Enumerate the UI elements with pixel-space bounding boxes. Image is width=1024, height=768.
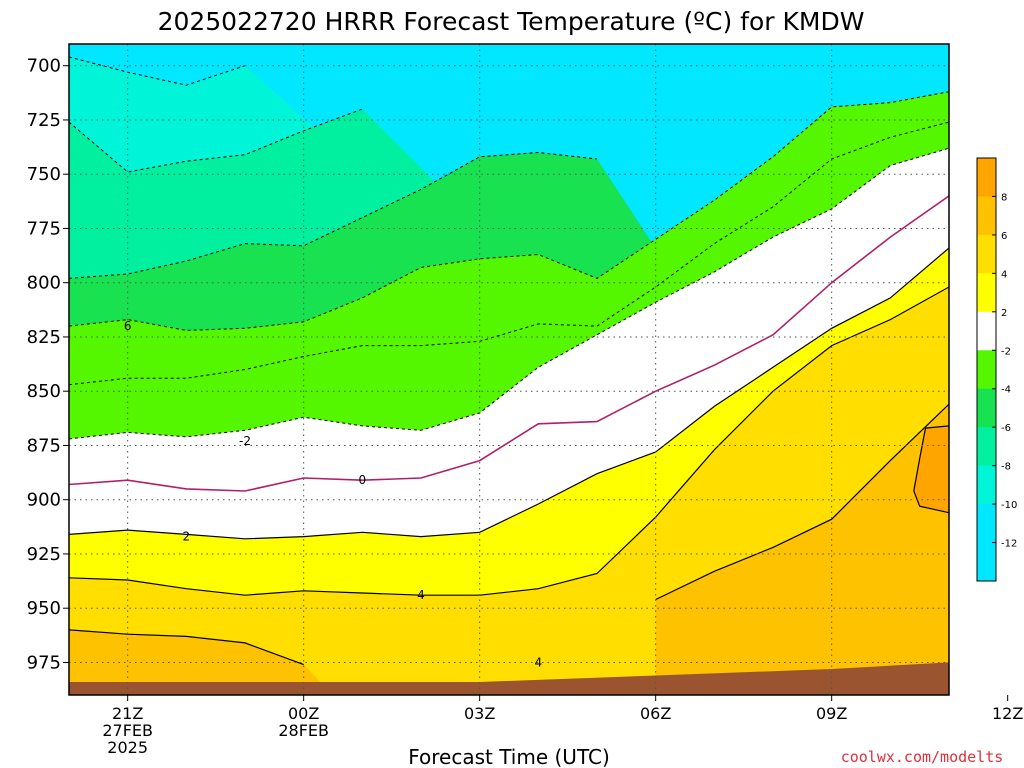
temp-band-8 (913, 425, 949, 513)
contour-label-0: 0 (359, 473, 367, 487)
colorbar-segment (977, 427, 996, 467)
colorbar-label-6: 6 (1001, 231, 1007, 242)
x-tick-label-21Z-2: 2025 (107, 738, 148, 757)
contour-label-4: 4 (535, 655, 543, 669)
isotherm-0 (69, 195, 949, 492)
colorbar-segment (977, 311, 996, 351)
plot-frame (68, 43, 950, 696)
contour-label-6: 6 (124, 319, 132, 333)
y-tick-label-700: 700 (27, 56, 61, 77)
colorbar-label--8: -8 (1001, 462, 1011, 473)
colorbar-label-2: 2 (1001, 308, 1007, 319)
x-tick-label-21Z-1: 27FEB (102, 721, 153, 740)
x-tick-label-12Z: 12Z (992, 704, 1023, 723)
y-tick-label-925: 925 (27, 544, 61, 565)
isotherm--8 (69, 151, 598, 279)
colorbar-frame (976, 157, 997, 582)
isotherm--4 (69, 121, 949, 386)
chart-title: 2025022720 HRRR Forecast Temperature (ºC… (158, 7, 865, 36)
y-tick-label-950: 950 (27, 598, 61, 619)
y-tick-label-975: 975 (27, 652, 61, 673)
x-axis-label: Forecast Time (UTC) (408, 745, 610, 768)
colorbar-label--6: -6 (1001, 423, 1011, 434)
x-tick-label-09Z: 09Z (816, 704, 847, 723)
colorbar-label-4: 4 (1001, 269, 1007, 280)
contour-label-4: 4 (417, 588, 425, 602)
isotherm-8 (913, 425, 949, 514)
isotherm-2 (69, 247, 949, 540)
isotherm-4 (69, 286, 949, 596)
y-tick-label-875: 875 (27, 435, 61, 456)
contour-label-2: 2 (183, 530, 191, 544)
y-tick-label-775: 775 (27, 218, 61, 239)
isotherm-6 (655, 403, 949, 601)
y-tick-label-825: 825 (27, 327, 61, 348)
isotherm--6 (69, 91, 949, 331)
colorbar-label--4: -4 (1001, 385, 1011, 396)
colorbar-segment (977, 542, 996, 582)
x-tick-label-03Z: 03Z (464, 704, 495, 723)
isotherm-6-low (69, 629, 304, 666)
colorbar-segment (977, 234, 996, 274)
colorbar-label-8: 8 (1001, 192, 1007, 203)
y-tick-label-800: 800 (27, 273, 61, 294)
colorbar-segment (977, 465, 996, 505)
colorbar-segment (977, 504, 996, 544)
ground-terrain (69, 662, 949, 695)
colorbar-label--2: -2 (1001, 346, 1011, 357)
colorbar-segment (977, 273, 996, 313)
y-tick-label-850: 850 (27, 381, 61, 402)
colorbar-segment (977, 350, 996, 390)
x-tick-label-21Z: 21Z (112, 704, 143, 723)
temp-band-6 (655, 44, 949, 695)
y-tick-label-900: 900 (27, 490, 61, 511)
colorbar-segment (977, 388, 996, 428)
x-tick-label-00Z: 00Z (288, 704, 319, 723)
colorbar-label--12: -12 (1001, 539, 1017, 550)
x-tick-label-00Z-1: 28FEB (278, 721, 329, 740)
colorbar: 8 6 4 2 -2 -4 -6 -8 -10 -12 (976, 157, 1017, 582)
colorbar-label--10: -10 (1001, 500, 1017, 511)
contour-label--2: -2 (239, 434, 251, 448)
plot-area (69, 44, 949, 695)
y-tick-label-750: 750 (27, 164, 61, 185)
x-tick-label-06Z: 06Z (640, 704, 671, 723)
colorbar-segment (977, 158, 996, 197)
colorbar-segment (977, 196, 996, 236)
y-tick-label-725: 725 (27, 110, 61, 131)
isotherm--12 (69, 56, 246, 86)
credit-text[interactable]: coolwx.com/modelts (841, 748, 1004, 766)
